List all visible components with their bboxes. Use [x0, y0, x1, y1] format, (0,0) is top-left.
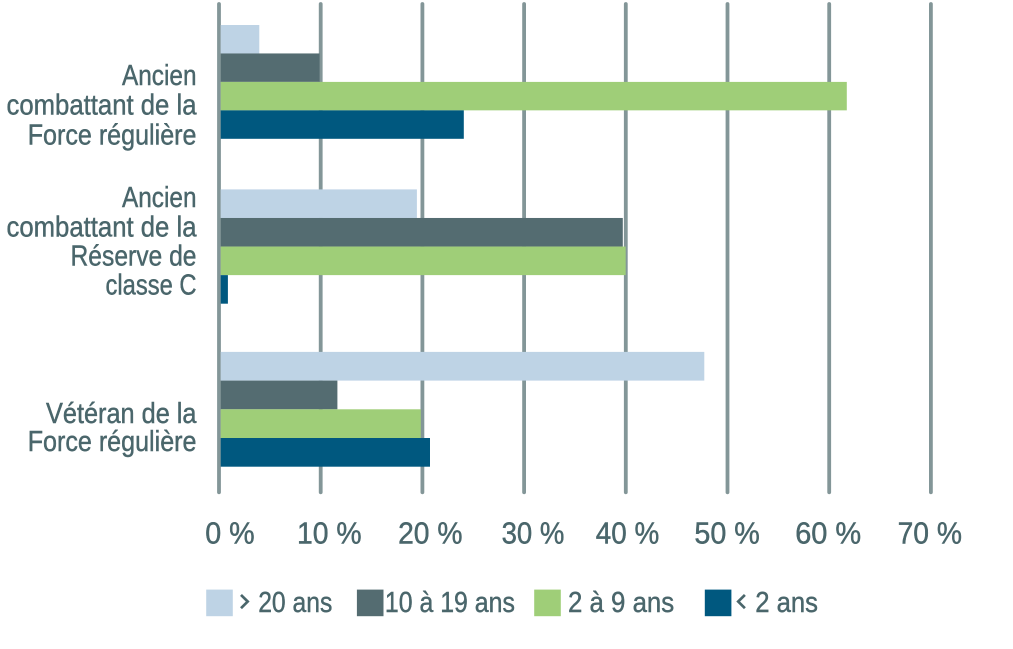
svg-text:Ancien: Ancien: [122, 182, 197, 214]
svg-text:Force régulière: Force régulière: [28, 426, 197, 458]
svg-text:classe C: classe C: [106, 270, 197, 302]
svg-text:Réserve de: Réserve de: [71, 240, 197, 272]
svg-text:40 %: 40 %: [596, 517, 659, 551]
svg-text:0 %: 0 %: [205, 517, 254, 551]
svg-text:70 %: 70 %: [898, 517, 962, 551]
svg-text:combattant de la: combattant de la: [7, 211, 198, 243]
svg-text:20 %: 20 %: [398, 517, 462, 551]
svg-text:2 ans: 2 ans: [755, 587, 818, 619]
svg-text:10 à 19 ans: 10 à 19 ans: [385, 587, 515, 619]
svg-text:Ancien: Ancien: [122, 60, 197, 92]
svg-text:30 %: 30 %: [502, 517, 565, 551]
svg-text:combattant de la: combattant de la: [7, 90, 198, 122]
svg-text:20 ans: 20 ans: [258, 587, 332, 619]
svg-text:2 à 9 ans: 2 à 9 ans: [568, 587, 674, 619]
svg-text:Force régulière: Force régulière: [28, 119, 197, 151]
svg-text:60 %: 60 %: [795, 517, 861, 551]
svg-text:10 %: 10 %: [297, 517, 362, 551]
svg-text:Vétéran de la: Vétéran de la: [46, 398, 197, 430]
svg-text:50 %: 50 %: [694, 517, 759, 551]
